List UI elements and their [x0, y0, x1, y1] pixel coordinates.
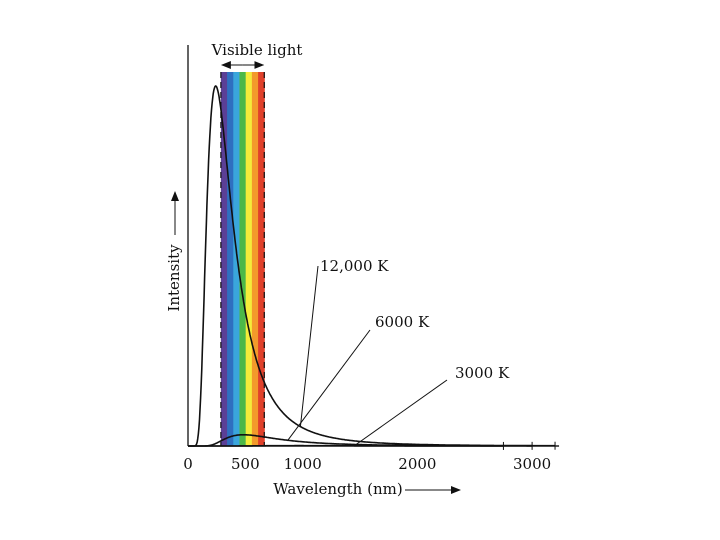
x-tick-label-3000: 3000 — [513, 455, 551, 473]
series-leader-lines — [287, 265, 448, 447]
x-axis-label: Wavelength (nm) — [273, 480, 402, 498]
visible-band-stripe — [227, 72, 234, 446]
x-tick-label-1000: 1000 — [284, 455, 322, 473]
visible-band-stripe — [258, 72, 265, 446]
series-label-12000k: 12,000 K — [320, 257, 389, 275]
visible-band-stripe — [245, 72, 253, 446]
visible-band-stripe — [251, 72, 259, 446]
series-leader-12000k — [299, 265, 319, 427]
visible-light-label: Visible light — [211, 41, 303, 59]
x-tick-label-500: 500 — [231, 455, 260, 473]
visible-light-band — [220, 72, 265, 446]
x-tick-label-2000: 2000 — [398, 455, 436, 473]
x-tick-labels: 0 500 1000 2000 3000 — [183, 455, 551, 473]
series-leader-3000k — [354, 379, 448, 447]
series-labels: 12,000 K 6000 K 3000 K — [320, 257, 510, 382]
series-label-6000k: 6000 K — [375, 313, 430, 331]
visible-band-stripe — [220, 72, 228, 446]
visible-band-stripe — [239, 72, 247, 446]
series-label-3000k: 3000 K — [455, 364, 510, 382]
x-tick-label-0: 0 — [183, 455, 193, 473]
series-leader-6000k — [287, 329, 371, 441]
series-curves — [188, 85, 556, 450]
y-axis-label: Intensity — [165, 244, 183, 312]
